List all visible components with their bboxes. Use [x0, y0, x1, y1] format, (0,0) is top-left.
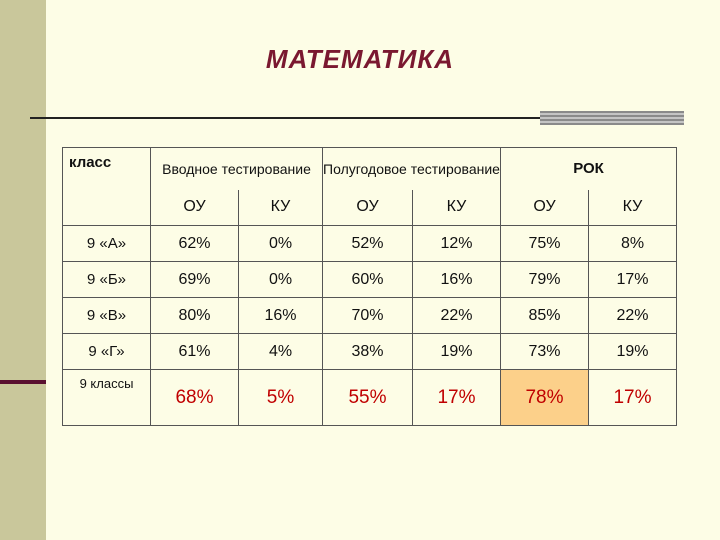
subheader-ou: ОУ	[150, 189, 239, 226]
table-cell: 0%	[238, 225, 323, 262]
table-cell: 60%	[322, 261, 413, 298]
group-header-intro: Вводное тестирование	[150, 147, 323, 190]
left-accent-line	[0, 380, 46, 384]
table-cell: 22%	[587, 297, 678, 334]
summary-cell-highlighted: 78%	[500, 369, 589, 426]
group-header-rok: РОК	[499, 147, 678, 190]
table-cell: 0%	[238, 261, 323, 298]
table-cell: 38%	[322, 333, 413, 370]
table-cell: 79%	[500, 261, 589, 298]
row-label: 9 «Б»	[62, 261, 151, 298]
left-decor-bar	[0, 0, 46, 540]
table-row: 9 «Б» 69% 0% 60% 16% 79% 17%	[62, 261, 678, 298]
row-label: 9 «Г»	[62, 333, 151, 370]
table-cell: 17%	[587, 261, 678, 298]
table-cell: 73%	[500, 333, 589, 370]
table-cell: 22%	[412, 297, 501, 334]
summary-cell: 55%	[322, 369, 413, 426]
table-cell: 16%	[238, 297, 323, 334]
summary-cell: 5%	[238, 369, 323, 426]
subheader-ou: ОУ	[500, 189, 589, 226]
summary-cell: 17%	[412, 369, 501, 426]
table-row: 9 «Г» 61% 4% 38% 19% 73% 19%	[62, 333, 678, 370]
subheader-ku: КУ	[238, 189, 323, 226]
table-cell: 75%	[500, 225, 589, 262]
class-header: класс	[62, 147, 151, 226]
results-table: класс Вводное тестирование Полугодовое т…	[62, 147, 678, 426]
divider-accent-block	[540, 111, 684, 125]
row-label: 9 «В»	[62, 297, 151, 334]
table-cell: 85%	[500, 297, 589, 334]
table-cell: 70%	[322, 297, 413, 334]
summary-row: 9 классы 68% 5% 55% 17% 78% 17%	[62, 369, 678, 426]
summary-label: 9 классы	[62, 369, 151, 426]
summary-cell: 17%	[587, 369, 678, 426]
page-title: МАТЕМАТИКА	[265, 44, 455, 74]
table-row: 9 «В» 80% 16% 70% 22% 85% 22%	[62, 297, 678, 334]
subheader-ou: ОУ	[322, 189, 413, 226]
table-cell: 16%	[412, 261, 501, 298]
table-cell: 4%	[238, 333, 323, 370]
row-label: 9 «А»	[62, 225, 151, 262]
table-row: 9 «А» 62% 0% 52% 12% 75% 8%	[62, 225, 678, 262]
table-cell: 19%	[587, 333, 678, 370]
table-cell: 52%	[322, 225, 413, 262]
summary-cell: 68%	[150, 369, 239, 426]
table-cell: 80%	[150, 297, 239, 334]
table-cell: 61%	[150, 333, 239, 370]
table-cell: 69%	[150, 261, 239, 298]
table-cell: 12%	[412, 225, 501, 262]
subheader-ku: КУ	[412, 189, 501, 226]
table-cell: 62%	[150, 225, 239, 262]
title-divider	[30, 117, 684, 119]
table-cell: 19%	[412, 333, 501, 370]
subheader-ku: КУ	[587, 189, 678, 226]
group-header-midyear: Полугодовое тестирование	[322, 147, 501, 190]
table-cell: 8%	[587, 225, 678, 262]
